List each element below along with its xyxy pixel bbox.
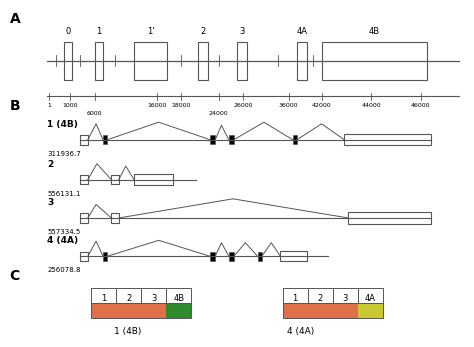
Text: 1: 1 [96,27,101,36]
Bar [281,251,307,262]
Bar [198,42,208,80]
Text: 1': 1' [147,27,154,36]
Text: 1: 1 [47,103,51,108]
Bar [348,212,431,223]
Bar [111,213,119,223]
Text: A: A [9,12,20,26]
Text: 26000: 26000 [234,103,253,108]
Text: 4B: 4B [173,294,184,303]
Text: 557334.5: 557334.5 [47,229,81,235]
Text: 311936.7: 311936.7 [47,151,81,157]
Text: 1 (4B): 1 (4B) [114,327,141,336]
Bar [357,303,383,318]
Bar [308,303,333,318]
Text: 1: 1 [292,294,298,303]
Bar [258,252,262,261]
Text: 4 (4A): 4 (4A) [287,327,314,336]
Bar [141,288,166,308]
Text: B: B [9,99,20,113]
Text: 556131.1: 556131.1 [47,191,81,197]
Bar [111,175,119,185]
Bar [141,303,166,318]
Text: 3: 3 [47,198,54,207]
Text: 2: 2 [126,294,132,303]
Text: 1 (4B): 1 (4B) [47,120,78,129]
Text: 4A: 4A [365,294,375,303]
Bar [91,288,117,308]
Bar [81,175,88,185]
Text: 3: 3 [151,294,156,303]
Bar [237,42,247,80]
Text: 1: 1 [101,294,107,303]
Text: 1000: 1000 [62,103,78,108]
Bar [81,252,88,261]
Bar [134,42,167,80]
Bar [283,288,308,308]
Text: 4B: 4B [369,27,380,36]
Text: 4A: 4A [297,27,308,36]
Text: 44000: 44000 [361,103,381,108]
Text: C: C [9,269,20,283]
Text: 2: 2 [318,294,323,303]
Bar [117,303,141,318]
Bar [322,42,427,80]
Bar [81,213,88,223]
Bar [117,288,141,308]
Bar [308,288,333,308]
Bar [210,135,215,144]
Text: 256078.8: 256078.8 [47,268,81,273]
Bar [357,288,383,308]
Text: 36000: 36000 [279,103,299,108]
Bar [64,42,72,80]
Bar [333,303,357,318]
Bar [166,288,191,308]
Bar [229,135,234,144]
Text: 46000: 46000 [411,103,430,108]
Bar [103,252,107,261]
Bar [95,42,103,80]
Text: 16000: 16000 [147,103,166,108]
Text: 4 (4A): 4 (4A) [47,236,79,245]
Text: 24000: 24000 [209,111,228,116]
Bar [166,303,191,318]
Bar [333,288,357,308]
Text: 18000: 18000 [172,103,191,108]
Text: 3: 3 [239,27,245,36]
Bar [344,134,431,145]
Bar [91,303,191,318]
Bar [210,252,215,261]
Bar [81,135,88,145]
Bar [283,303,383,318]
Text: 3: 3 [342,294,348,303]
Text: 2: 2 [201,27,206,36]
Bar [103,135,107,144]
Text: 0: 0 [65,27,71,36]
Bar [293,135,297,144]
Bar [283,303,308,318]
Bar [229,252,234,261]
Bar [91,303,117,318]
Bar [297,42,307,80]
Bar [134,174,173,185]
Text: 42000: 42000 [312,103,331,108]
Text: 2: 2 [47,160,54,169]
Text: 6000: 6000 [87,111,102,116]
